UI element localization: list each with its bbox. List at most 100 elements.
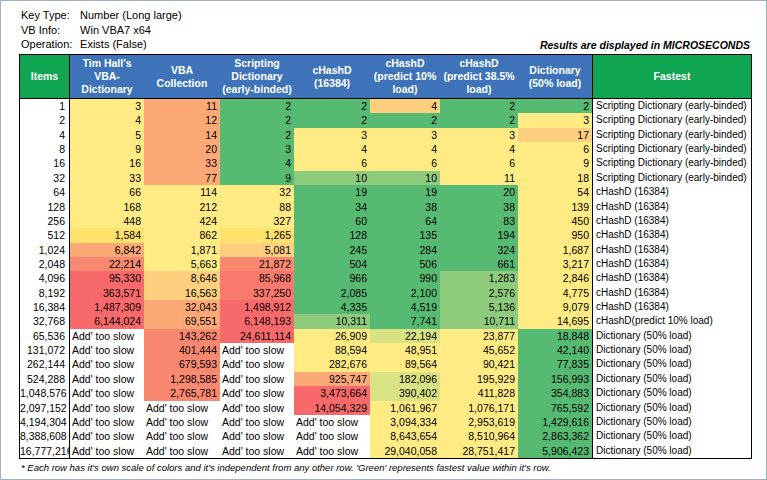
value-cell[interactable]: 3 xyxy=(440,128,518,142)
value-cell[interactable]: 66 xyxy=(70,185,144,199)
value-cell[interactable]: 139 xyxy=(518,200,592,214)
value-cell[interactable]: 363,571 xyxy=(70,286,144,300)
value-cell[interactable]: 1,498,912 xyxy=(220,300,294,314)
too-slow-cell[interactable]: Add' too slow xyxy=(70,429,144,443)
value-cell[interactable]: 966 xyxy=(294,271,370,285)
value-cell[interactable]: 504 xyxy=(294,257,370,271)
column-header-dictionary-50-load[interactable]: Dictionary (50% load) xyxy=(518,55,592,98)
value-cell[interactable]: 88 xyxy=(220,200,294,214)
fastest-cell[interactable]: Scripting Dictionary (early-binded) xyxy=(592,156,751,170)
value-cell[interactable]: 4 xyxy=(370,142,440,156)
value-cell[interactable]: 182,096 xyxy=(370,372,440,386)
value-cell[interactable]: 42,140 xyxy=(518,343,592,357)
value-cell[interactable]: 3 xyxy=(70,99,144,113)
column-header-tim-hall-s-vba-dictionary[interactable]: Tim Hall's VBA-Dictionary xyxy=(70,55,144,98)
value-cell[interactable]: 2 xyxy=(220,113,294,127)
fastest-cell[interactable]: Dictionary (50% load) xyxy=(592,372,751,386)
value-cell[interactable]: 5,663 xyxy=(144,257,220,271)
fastest-cell[interactable]: Dictionary (50% load) xyxy=(592,357,751,371)
items-cell[interactable]: 4,096 xyxy=(20,271,70,285)
items-cell[interactable]: 512 xyxy=(20,228,70,242)
too-slow-cell[interactable]: Add' too slow xyxy=(144,401,220,415)
value-cell[interactable]: 337,250 xyxy=(220,286,294,300)
too-slow-cell[interactable]: Add' too slow xyxy=(220,386,294,400)
value-cell[interactable]: 862 xyxy=(144,228,220,242)
value-cell[interactable]: 12 xyxy=(144,113,220,127)
value-cell[interactable]: 9 xyxy=(70,142,144,156)
items-cell[interactable]: 1,024 xyxy=(20,243,70,257)
value-cell[interactable]: 10,311 xyxy=(294,314,370,328)
value-cell[interactable]: 77 xyxy=(144,171,220,185)
value-cell[interactable]: 950 xyxy=(518,228,592,242)
value-cell[interactable]: 85,968 xyxy=(220,271,294,285)
value-cell[interactable]: 401,444 xyxy=(144,343,220,357)
value-cell[interactable]: 33 xyxy=(70,171,144,185)
items-cell[interactable]: 256 xyxy=(20,214,70,228)
value-cell[interactable]: 8,646 xyxy=(144,271,220,285)
too-slow-cell[interactable]: Add' too slow xyxy=(220,343,294,357)
value-cell[interactable]: 2 xyxy=(518,99,592,113)
column-header-vba-collection[interactable]: VBA Collection xyxy=(144,55,220,98)
value-cell[interactable]: 6,144,024 xyxy=(70,314,144,328)
value-cell[interactable]: 29,040,058 xyxy=(370,444,440,458)
too-slow-cell[interactable]: Add' too slow xyxy=(70,444,144,458)
column-header-items[interactable]: Items xyxy=(20,55,70,98)
value-cell[interactable]: 2,100 xyxy=(370,286,440,300)
value-cell[interactable]: 4 xyxy=(70,113,144,127)
too-slow-cell[interactable]: Add' too slow xyxy=(220,415,294,429)
fastest-cell[interactable]: Scripting Dictionary (early-binded) xyxy=(592,171,751,185)
value-cell[interactable]: 1,061,967 xyxy=(370,401,440,415)
items-cell[interactable]: 16,384 xyxy=(20,300,70,314)
too-slow-cell[interactable]: Add' too slow xyxy=(294,415,370,429)
value-cell[interactable]: 1,265 xyxy=(220,228,294,242)
value-cell[interactable]: 5 xyxy=(70,128,144,142)
value-cell[interactable]: 6,842 xyxy=(70,243,144,257)
value-cell[interactable]: 90,421 xyxy=(440,357,518,371)
value-cell[interactable]: 5,906,423 xyxy=(518,444,592,458)
value-cell[interactable]: 16,563 xyxy=(144,286,220,300)
items-cell[interactable]: 2 xyxy=(20,113,70,127)
value-cell[interactable]: 45,652 xyxy=(440,343,518,357)
value-cell[interactable]: 10,711 xyxy=(440,314,518,328)
fastest-cell[interactable]: Scripting Dictionary (early-binded) xyxy=(592,142,751,156)
value-cell[interactable]: 7,741 xyxy=(370,314,440,328)
too-slow-cell[interactable]: Add' too slow xyxy=(70,386,144,400)
value-cell[interactable]: 2,863,362 xyxy=(518,429,592,443)
too-slow-cell[interactable]: Add' too slow xyxy=(294,429,370,443)
fastest-cell[interactable]: cHashD (16384) xyxy=(592,185,751,199)
value-cell[interactable]: 168 xyxy=(70,200,144,214)
value-cell[interactable]: 95,330 xyxy=(70,271,144,285)
value-cell[interactable]: 32,043 xyxy=(144,300,220,314)
fastest-cell[interactable]: Dictionary (50% load) xyxy=(592,401,751,415)
value-cell[interactable]: 4 xyxy=(370,99,440,113)
column-header-chashd-predict-10-load[interactable]: cHashD (predict 10% load) xyxy=(370,55,440,98)
value-cell[interactable]: 679,593 xyxy=(144,357,220,371)
value-cell[interactable]: 3 xyxy=(518,113,592,127)
items-cell[interactable]: 1,048,576 xyxy=(20,386,70,400)
value-cell[interactable]: 28,751,417 xyxy=(440,444,518,458)
value-cell[interactable]: 390,402 xyxy=(370,386,440,400)
value-cell[interactable]: 20 xyxy=(440,185,518,199)
value-cell[interactable]: 2,846 xyxy=(518,271,592,285)
value-cell[interactable]: 9,079 xyxy=(518,300,592,314)
value-cell[interactable]: 3 xyxy=(294,128,370,142)
value-cell[interactable]: 128 xyxy=(294,228,370,242)
value-cell[interactable]: 77,835 xyxy=(518,357,592,371)
too-slow-cell[interactable]: Add' too slow xyxy=(220,444,294,458)
too-slow-cell[interactable]: Add' too slow xyxy=(70,343,144,357)
items-cell[interactable]: 16,777,216 xyxy=(20,444,70,458)
fastest-cell[interactable]: Dictionary (50% load) xyxy=(592,429,751,443)
value-cell[interactable]: 11 xyxy=(144,99,220,113)
value-cell[interactable]: 990 xyxy=(370,271,440,285)
value-cell[interactable]: 156,993 xyxy=(518,372,592,386)
value-cell[interactable]: 9 xyxy=(518,156,592,170)
value-cell[interactable]: 5,081 xyxy=(220,243,294,257)
too-slow-cell[interactable]: Add' too slow xyxy=(70,415,144,429)
value-cell[interactable]: 4,775 xyxy=(518,286,592,300)
fastest-cell[interactable]: cHashD (16384) xyxy=(592,257,751,271)
value-cell[interactable]: 212 xyxy=(144,200,220,214)
value-cell[interactable]: 14,695 xyxy=(518,314,592,328)
value-cell[interactable]: 26,909 xyxy=(294,329,370,343)
value-cell[interactable]: 195,929 xyxy=(440,372,518,386)
value-cell[interactable]: 5,136 xyxy=(440,300,518,314)
